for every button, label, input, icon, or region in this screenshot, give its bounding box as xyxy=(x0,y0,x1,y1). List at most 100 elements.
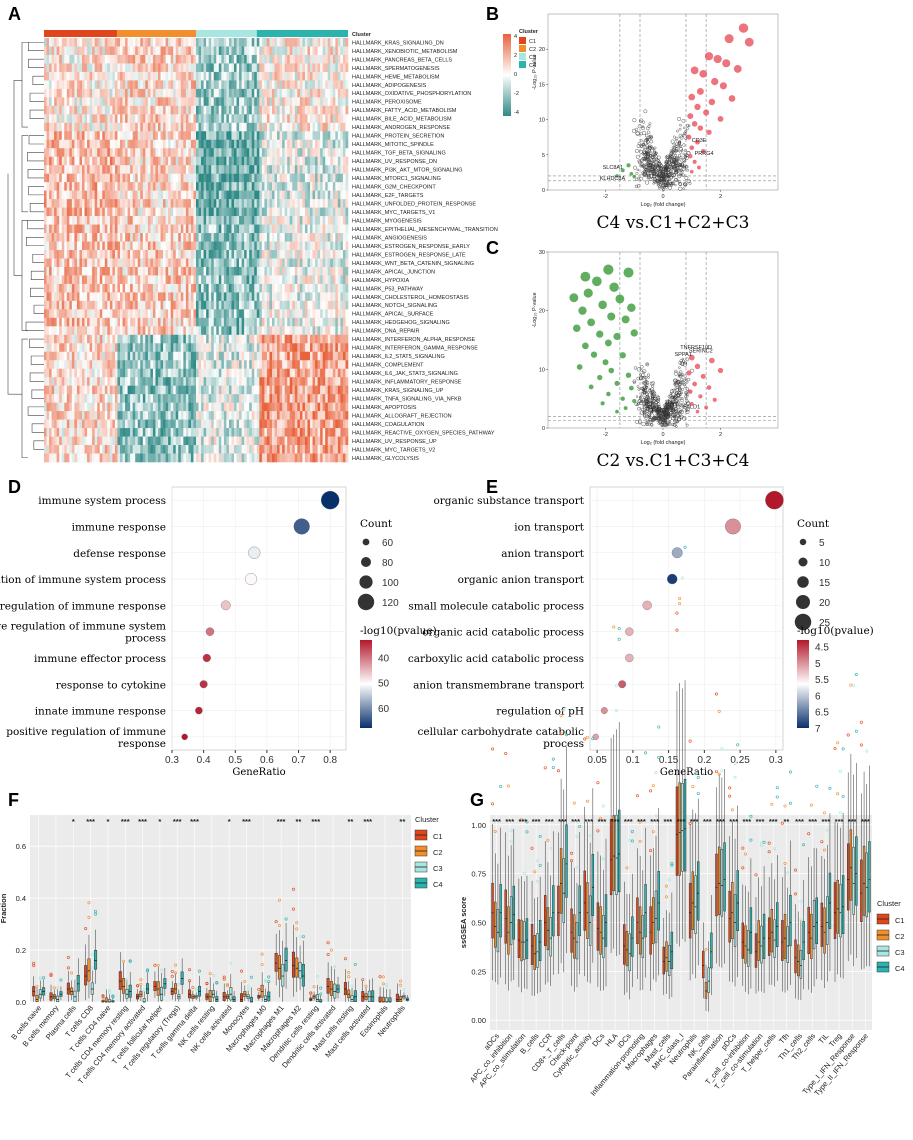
heatmap-cell xyxy=(310,283,313,293)
heatmap-cell xyxy=(264,148,268,158)
heatmap-cell xyxy=(71,156,75,166)
heatmap-cell xyxy=(168,156,171,166)
heatmap-cell xyxy=(221,114,225,124)
heatmap-cell xyxy=(239,300,242,310)
heatmap-cell xyxy=(244,63,247,73)
heatmap-cell xyxy=(289,88,293,98)
heatmap-cell xyxy=(297,131,301,141)
heatmap-cell xyxy=(198,266,202,276)
heatmap-cell xyxy=(206,88,209,98)
heatmap-cell xyxy=(223,377,227,386)
heatmap-cell xyxy=(66,46,70,56)
heatmap-cell xyxy=(87,317,90,327)
heatmap-cell xyxy=(117,122,121,132)
heatmap-cell xyxy=(102,216,106,225)
heatmap-cell xyxy=(234,54,237,64)
heatmap-cell xyxy=(163,300,166,310)
heatmap-cell xyxy=(69,156,73,166)
heatmap-cell xyxy=(120,71,123,81)
heatmap-cell xyxy=(109,182,113,191)
heatmap-cell xyxy=(218,207,222,217)
heatmap-cell xyxy=(342,80,346,90)
heatmap-cell xyxy=(104,309,108,319)
heatmap-cell xyxy=(152,309,156,319)
heatmap-cell xyxy=(51,71,55,81)
heatmap-cell xyxy=(206,216,209,225)
heatmap-cell xyxy=(132,173,136,183)
heatmap-cell xyxy=(109,46,113,56)
heatmap-cell xyxy=(246,241,250,251)
heatmap-cell xyxy=(218,292,222,302)
heatmap-cell xyxy=(54,385,57,395)
heatmap-cell xyxy=(79,207,83,217)
heatmap-cell xyxy=(256,343,260,353)
heatmap-cell xyxy=(76,224,80,234)
heatmap-cell xyxy=(66,266,70,276)
heatmap-cell xyxy=(246,122,250,132)
heatmap-cell xyxy=(272,250,275,259)
heatmap-cell xyxy=(71,292,75,302)
heatmap-cell xyxy=(142,38,146,47)
heatmap-cell xyxy=(236,326,240,336)
heatmap-cell xyxy=(325,207,329,217)
heatmap-cell xyxy=(208,173,212,183)
heatmap-cell xyxy=(327,122,331,132)
heatmap-cell xyxy=(337,343,341,353)
heatmap-cell xyxy=(310,63,313,73)
heatmap-cell xyxy=(302,292,306,302)
heatmap-cell xyxy=(236,97,240,107)
heatmap-cell xyxy=(337,54,341,64)
heatmap-cell xyxy=(74,334,78,344)
heatmap-cell xyxy=(284,224,288,234)
heatmap-cell xyxy=(330,258,334,268)
heatmap-cell xyxy=(84,343,88,353)
heatmap-cell xyxy=(49,71,52,81)
heatmap-cell xyxy=(178,326,182,336)
heatmap-cell xyxy=(142,131,146,141)
heatmap-cell xyxy=(132,317,136,327)
heatmap-cell xyxy=(299,46,303,56)
heatmap-cell xyxy=(127,165,131,174)
heatmap-cell xyxy=(315,80,318,90)
heatmap-cell xyxy=(213,173,217,183)
heatmap-cell xyxy=(160,368,164,378)
heatmap-cell xyxy=(193,283,197,293)
heatmap-cell xyxy=(193,122,197,132)
heatmap-cell xyxy=(44,122,47,132)
heatmap-cell xyxy=(310,351,313,361)
heatmap-cell xyxy=(107,63,111,73)
heatmap-cell xyxy=(337,377,341,386)
heatmap-cell xyxy=(299,97,303,107)
heatmap-cell xyxy=(206,309,209,319)
heatmap-cell xyxy=(150,368,154,378)
heatmap-cell xyxy=(188,334,192,344)
heatmap-cell xyxy=(317,233,321,242)
heatmap-cell xyxy=(74,190,78,200)
heatmap-cell xyxy=(198,122,202,132)
heatmap-cell xyxy=(127,122,131,132)
heatmap-cell xyxy=(82,266,85,276)
heatmap-cell xyxy=(132,292,136,302)
heatmap-cell xyxy=(342,105,346,115)
heatmap-cell xyxy=(231,190,235,200)
heatmap-cell xyxy=(206,224,209,234)
heatmap-cell xyxy=(345,351,349,361)
heatmap-cell xyxy=(152,266,156,276)
heatmap-cell xyxy=(269,190,273,200)
heatmap-cell xyxy=(114,139,118,149)
heatmap-cell xyxy=(94,258,98,268)
heatmap-cell xyxy=(170,148,174,158)
heatmap-cell xyxy=(160,97,164,107)
heatmap-cell xyxy=(132,224,136,234)
heatmap-cell xyxy=(112,334,116,344)
heatmap-cell xyxy=(269,275,273,285)
heatmap-cell xyxy=(236,88,240,98)
heatmap-cell xyxy=(272,275,275,285)
heatmap-cell xyxy=(249,114,253,124)
heatmap-cell xyxy=(117,131,121,141)
heatmap-cell xyxy=(198,300,202,310)
heatmap-cell xyxy=(142,80,146,90)
heatmap-cell xyxy=(137,38,141,47)
heatmap-cell xyxy=(104,317,108,327)
heatmap-cell xyxy=(325,182,329,191)
